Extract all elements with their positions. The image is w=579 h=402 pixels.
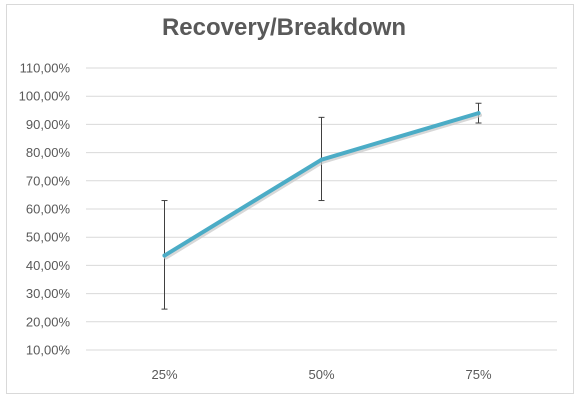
data-point	[162, 253, 167, 258]
y-tick-label: 110,00%	[20, 61, 71, 76]
x-tick-label: 50%	[308, 367, 334, 382]
data-point	[476, 111, 481, 116]
y-tick-label: 90,00%	[26, 117, 71, 132]
y-tick-label: 20,00%	[26, 314, 71, 329]
y-tick-label: 50,00%	[26, 230, 71, 245]
y-tick-label: 100,00%	[19, 89, 71, 104]
y-tick-label: 30,00%	[26, 286, 71, 301]
chart-title: Recovery/Breakdown	[161, 14, 407, 41]
x-tick-label: 75%	[465, 367, 491, 382]
data-point	[319, 157, 324, 162]
y-tick-label: 60,00%	[26, 202, 71, 217]
y-tick-label: 70,00%	[26, 173, 71, 188]
series-line-shadow	[164, 113, 482, 260]
chart-area	[6, 4, 574, 394]
y-tick-label: 40,00%	[26, 258, 71, 273]
y-tick-label: 10,00%	[26, 343, 71, 358]
y-tick-label: 80,00%	[26, 145, 71, 160]
x-tick-label: 25%	[151, 367, 177, 382]
